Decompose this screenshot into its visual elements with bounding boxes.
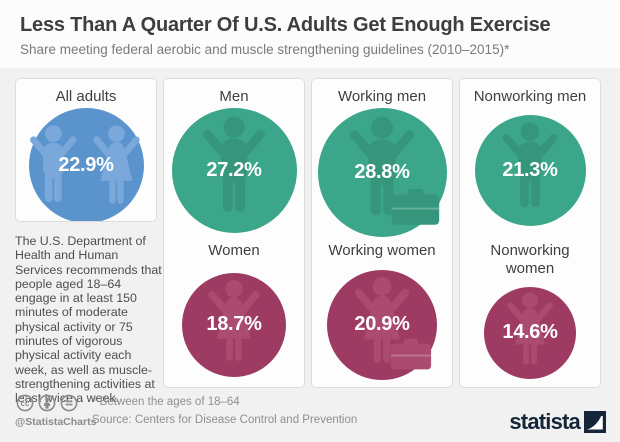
- bubble-nonworking-women: 14.6%: [484, 286, 576, 379]
- value-label-nonworking-women: 14.6%: [502, 320, 558, 343]
- cell-all-adults: All adults: [16, 79, 156, 221]
- value-label-men: 27.2%: [206, 158, 262, 181]
- attribution-icon: [38, 394, 56, 412]
- man-icon: [502, 122, 558, 208]
- bubble-women: 18.7%: [182, 272, 286, 377]
- value-label-working-women: 20.9%: [354, 312, 410, 335]
- value-label-working-men: 28.8%: [354, 160, 410, 183]
- cell-nonworking-women: Nonworking women 14.6%: [460, 233, 600, 387]
- cell-men: Men 27.2%: [164, 79, 304, 233]
- footnote: * Between the ages of 18–64: [92, 396, 240, 408]
- bubble-working-men: 28.8%: [317, 108, 447, 237]
- cell-label-nonworking-men: Nonworking men: [473, 88, 587, 105]
- card-all-adults: All adults: [15, 78, 157, 222]
- value-label-women: 18.7%: [206, 312, 262, 335]
- cell-label-women: Women: [208, 242, 260, 259]
- bubble-slot: 21.3%: [460, 108, 600, 233]
- svg-text:cc: cc: [21, 399, 30, 408]
- cell-women: Women 18.7%: [164, 233, 304, 387]
- description-note: The U.S. Department of Health and Human …: [15, 234, 162, 406]
- card-nonworking: Nonworking men 21.3% Nonworking women: [459, 78, 601, 388]
- cell-label-working-men: Working men: [337, 88, 427, 105]
- statista-logo-icon: [584, 411, 606, 433]
- cell-label-men: Men: [219, 88, 249, 105]
- bubble-slot: 18.7%: [164, 262, 304, 387]
- header-band: Less Than A Quarter Of U.S. Adults Get E…: [0, 0, 620, 68]
- bubble-slot: 14.6%: [460, 278, 600, 387]
- cell-label-all-adults: All adults: [55, 88, 117, 105]
- card-working: Working men 2: [311, 78, 453, 388]
- value-label-nonworking-men: 21.3%: [502, 158, 558, 181]
- cell-label-nonworking-women: Nonworking women: [490, 242, 570, 277]
- cc-icon: cc: [16, 394, 34, 412]
- page-title: Less Than A Quarter Of U.S. Adults Get E…: [20, 14, 551, 36]
- source: Source: Centers for Disease Control and …: [92, 414, 358, 426]
- man-icon: [350, 116, 414, 216]
- cell-working-women: Working women: [312, 233, 452, 387]
- bubble-slot: 28.8%: [312, 108, 452, 237]
- value-label-all-adults: 22.9%: [58, 153, 114, 176]
- bubble-slot: 27.2%: [164, 108, 304, 233]
- card-men-women: Men 27.2% Women: [163, 78, 305, 388]
- bubble-slot: 22.9%: [16, 108, 156, 221]
- cell-nonworking-men: Nonworking men 21.3%: [460, 79, 600, 233]
- cell-label-working-women: Working women: [328, 242, 436, 259]
- statista-logo: statista: [509, 411, 606, 433]
- statista-wordmark: statista: [509, 409, 580, 434]
- bubble-men: 27.2%: [171, 108, 297, 233]
- man-icon: [203, 116, 265, 213]
- woman-icon: [354, 277, 410, 363]
- statista-charts-handle: @StatistaCharts: [15, 416, 97, 428]
- bubble-nonworking-men: 21.3%: [474, 115, 586, 226]
- creative-commons-icons: cc: [16, 394, 78, 412]
- briefcase-icon: [391, 188, 440, 225]
- briefcase-icon: [390, 338, 431, 369]
- woman-icon: [208, 279, 260, 361]
- no-derivatives-icon: [60, 394, 78, 412]
- bubble-slot: 20.9%: [312, 262, 452, 387]
- cell-working-men: Working men 2: [312, 79, 452, 237]
- bubble-working-women: 20.9%: [327, 269, 437, 380]
- page-subtitle: Share meeting federal aerobic and muscle…: [20, 42, 510, 57]
- woman-icon: [507, 292, 553, 365]
- man-and-woman-icon: [30, 124, 140, 204]
- bubble-all-adults: 22.9%: [28, 108, 144, 221]
